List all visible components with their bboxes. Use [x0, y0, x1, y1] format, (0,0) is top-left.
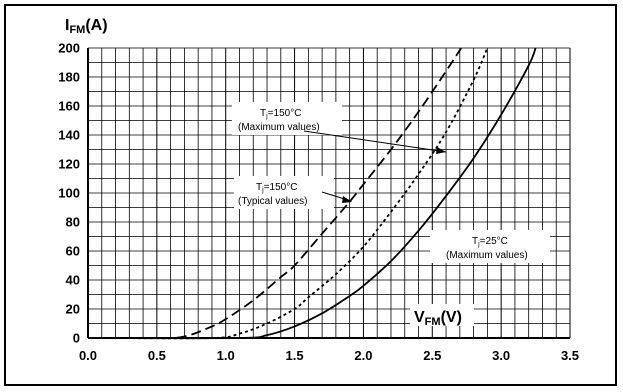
annotation-max-25-line1: Tj=25°C	[472, 236, 508, 248]
x-tick-label: 2.0	[354, 348, 372, 363]
annotation-max-25: Tj=25°C (Maximum values)	[430, 230, 550, 263]
chart-frame	[4, 4, 617, 386]
x-tick-label: 3.5	[561, 348, 579, 363]
y-tick-label: 120	[58, 157, 80, 172]
annotation-max-150-line1: Tj=150°C	[260, 108, 301, 120]
y-tick-label: 100	[58, 186, 80, 201]
x-tick-label: 1.0	[217, 348, 235, 363]
annotation-max-25-line2: (Maximum values)	[446, 250, 528, 261]
y-tick-label: 180	[58, 70, 80, 85]
y-tick-label: 140	[58, 128, 80, 143]
x-axis-label: VFM(V)	[414, 309, 462, 328]
series-group	[101, 47, 537, 340]
x-tick-label: 0.5	[148, 348, 166, 363]
annotation-typ-150-line1: Tj=150°C	[256, 182, 297, 194]
annotation-max-150: Tj=150°C (Maximum values)	[232, 102, 447, 154]
series-line-dashed	[101, 47, 462, 340]
y-axis-label: IFM(A)	[65, 17, 108, 36]
y-tick-label: 20	[66, 302, 80, 317]
annotation-typ-150: Tj=150°C (Typical values)	[234, 176, 352, 209]
annotation-max-150-line2: (Maximum values)	[238, 122, 320, 133]
x-tick-label: 1.5	[286, 348, 304, 363]
x-axis-label-bg	[410, 304, 474, 326]
series-line-solid	[101, 47, 537, 340]
y-tick-label: 40	[66, 273, 80, 288]
x-tick-label: 3.0	[492, 348, 510, 363]
annotation-typ-150-line2: (Typical values)	[238, 196, 307, 207]
y-tick-label: 200	[58, 41, 80, 56]
tick-labels: 0.0 0.5 1.0 1.5 2.0 2.5 3.0 3.5 0 20 40 60 80 100 120 1…	[58, 41, 579, 364]
x-tick-label: 0.0	[79, 348, 97, 363]
y-tick-label: 80	[66, 215, 80, 230]
y-tick-label: 60	[66, 244, 80, 259]
y-tick-label: 0	[73, 331, 80, 346]
y-tick-label: 160	[58, 99, 80, 114]
x-tick-label: 2.5	[423, 348, 441, 363]
series-line-dotted	[101, 47, 489, 340]
